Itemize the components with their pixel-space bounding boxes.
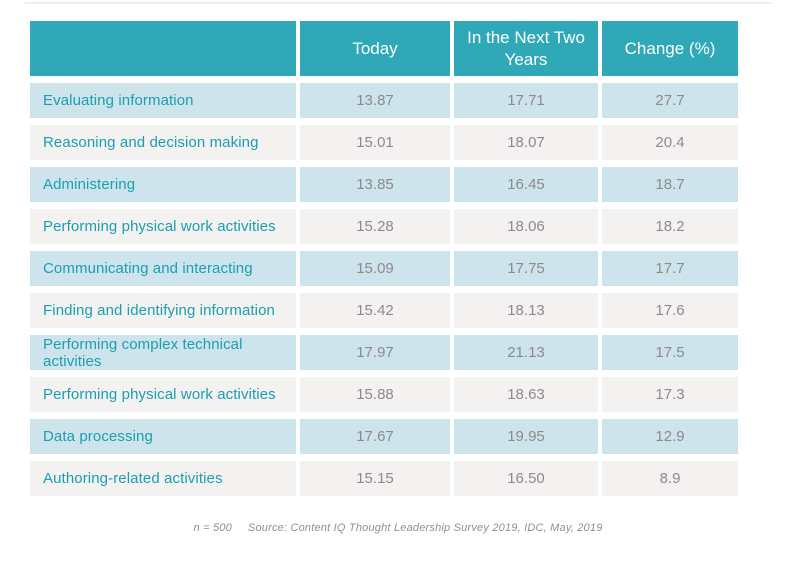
value-next-two-years: 18.63	[454, 377, 598, 412]
source-citation: Source: Content IQ Thought Leadership Su…	[247, 522, 603, 534]
table-header-row: Today In the Next Two Years Change (%)	[30, 21, 738, 76]
activity-label: Performing complex technical activities	[30, 335, 296, 370]
value-next-two-years: 17.71	[454, 83, 598, 118]
value-today: 13.87	[300, 83, 450, 118]
value-change-percent: 8.9	[602, 461, 738, 496]
activity-label: Authoring-related activities	[30, 461, 296, 496]
value-change-percent: 20.4	[602, 125, 738, 160]
value-today: 15.15	[300, 461, 450, 496]
value-next-two-years: 19.95	[454, 419, 598, 454]
value-today: 17.67	[300, 419, 450, 454]
value-next-two-years: 18.07	[454, 125, 598, 160]
value-today: 15.09	[300, 251, 450, 286]
table-row: Performing physical work activities 15.8…	[30, 377, 738, 412]
value-change-percent: 12.9	[602, 419, 738, 454]
survey-results-table: Today In the Next Two Years Change (%) E…	[26, 14, 742, 503]
column-header-next-two-years: In the Next Two Years	[454, 21, 598, 76]
value-today: 15.42	[300, 293, 450, 328]
table-row: Authoring-related activities 15.15 16.50…	[30, 461, 738, 496]
table-row: Data processing 17.67 19.95 12.9	[30, 419, 738, 454]
table-row: Administering 13.85 16.45 18.7	[30, 167, 738, 202]
activity-label: Performing physical work activities	[30, 209, 296, 244]
value-today: 15.01	[300, 125, 450, 160]
footnote: n = 500 Source: Content IQ Thought Leader…	[0, 522, 796, 534]
survey-results-table-container: Today In the Next Two Years Change (%) E…	[26, 14, 742, 503]
table-header: Today In the Next Two Years Change (%)	[30, 21, 738, 76]
table-row: Evaluating information 13.87 17.71 27.7	[30, 83, 738, 118]
activity-label: Administering	[30, 167, 296, 202]
value-next-two-years: 16.45	[454, 167, 598, 202]
value-today: 17.97	[300, 335, 450, 370]
column-header-change-percent: Change (%)	[602, 21, 738, 76]
table-row: Finding and identifying information 15.4…	[30, 293, 738, 328]
value-change-percent: 18.2	[602, 209, 738, 244]
table-row: Communicating and interacting 15.09 17.7…	[30, 251, 738, 286]
value-next-two-years: 18.13	[454, 293, 598, 328]
column-header-activity	[30, 21, 296, 76]
value-change-percent: 17.3	[602, 377, 738, 412]
table-body: Evaluating information 13.87 17.71 27.7 …	[30, 83, 738, 496]
activity-label: Performing physical work activities	[30, 377, 296, 412]
activity-label: Evaluating information	[30, 83, 296, 118]
page-top-divider	[24, 2, 772, 4]
activity-label: Data processing	[30, 419, 296, 454]
activity-label: Reasoning and decision making	[30, 125, 296, 160]
activity-label: Communicating and interacting	[30, 251, 296, 286]
value-today: 15.88	[300, 377, 450, 412]
value-change-percent: 17.6	[602, 293, 738, 328]
value-next-two-years: 17.75	[454, 251, 598, 286]
table-row: Reasoning and decision making 15.01 18.0…	[30, 125, 738, 160]
value-today: 15.28	[300, 209, 450, 244]
table-row: Performing physical work activities 15.2…	[30, 209, 738, 244]
sample-size-note: n = 500	[193, 522, 232, 534]
value-next-two-years: 16.50	[454, 461, 598, 496]
value-change-percent: 17.5	[602, 335, 738, 370]
value-change-percent: 27.7	[602, 83, 738, 118]
table-row: Performing complex technical activities …	[30, 335, 738, 370]
value-next-two-years: 18.06	[454, 209, 598, 244]
activity-label: Finding and identifying information	[30, 293, 296, 328]
value-next-two-years: 21.13	[454, 335, 598, 370]
column-header-today: Today	[300, 21, 450, 76]
value-today: 13.85	[300, 167, 450, 202]
value-change-percent: 17.7	[602, 251, 738, 286]
value-change-percent: 18.7	[602, 167, 738, 202]
